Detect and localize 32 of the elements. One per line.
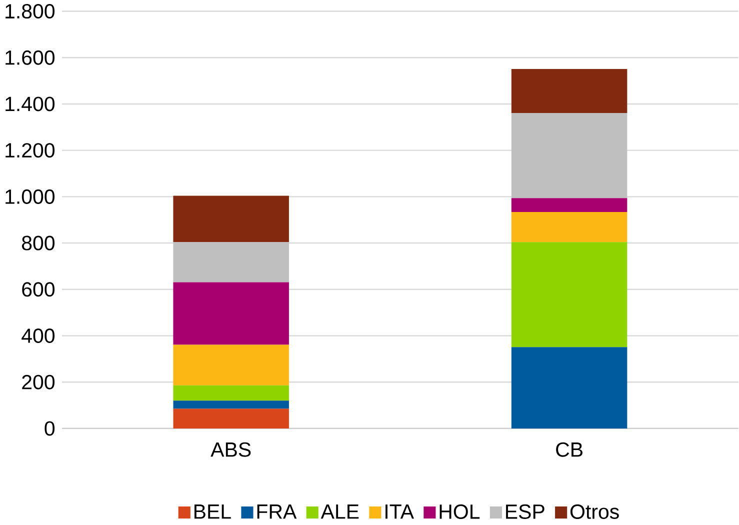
legend-label: BEL <box>194 504 231 518</box>
x-tick-label: ABS <box>210 442 251 457</box>
y-tick-label: 0 <box>44 421 55 436</box>
bar <box>173 344 289 386</box>
y-tick-label: 400 <box>22 328 55 343</box>
bar <box>511 68 628 113</box>
y-tick-label: 1.800 <box>6 4 55 18</box>
bar <box>511 346 628 428</box>
y-tick-label: 600 <box>22 282 55 296</box>
bar <box>173 242 289 282</box>
bar <box>173 385 289 400</box>
y-tick-label: 1.200 <box>6 142 55 158</box>
bar <box>511 242 628 347</box>
legend-label: ALE <box>320 504 359 518</box>
legend-label: ESP <box>506 504 544 519</box>
legend-label: FRA <box>257 504 297 518</box>
legend-label: ITA <box>386 504 414 518</box>
bar <box>173 282 289 345</box>
y-tick-label: 1.400 <box>6 96 55 112</box>
legend-label: Otros <box>570 504 619 519</box>
bar <box>511 112 628 198</box>
bar <box>173 196 289 242</box>
y-tick-label: 1.000 <box>6 189 55 204</box>
y-tick-label: 1.600 <box>6 50 55 65</box>
y-tick-label: 200 <box>22 374 55 390</box>
x-tick-label: CB <box>556 442 582 457</box>
bar <box>511 198 628 212</box>
bar <box>173 400 289 409</box>
bar <box>511 212 628 242</box>
y-tick-label: 800 <box>22 236 55 250</box>
bar <box>173 408 289 428</box>
legend-label: HOL <box>440 504 480 519</box>
